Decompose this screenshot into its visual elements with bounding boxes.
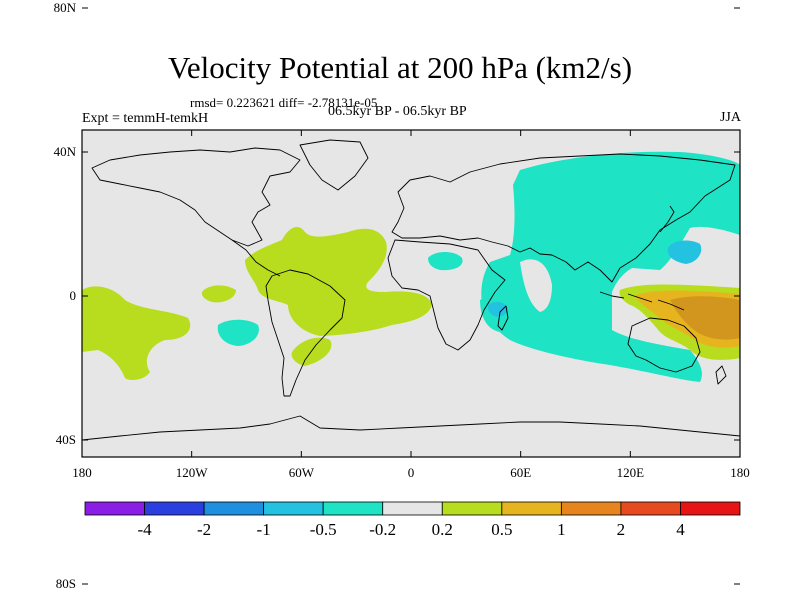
experiment-label: Expt = temmH-temkH bbox=[82, 111, 209, 126]
colorbar-swatch bbox=[322, 501, 384, 516]
central-america-coastline bbox=[231, 239, 281, 277]
map-title: Velocity Potential at 200 hPa (km2/s) bbox=[167, 50, 633, 85]
colorbar-label: -1 bbox=[257, 520, 271, 539]
season-label: JJA bbox=[719, 110, 741, 125]
africa-coastline bbox=[387, 239, 506, 351]
colorbar-label: -2 bbox=[197, 520, 211, 539]
colorbar-swatch bbox=[263, 501, 324, 516]
central-pacific-positive-region bbox=[82, 286, 191, 380]
south-pacific-negative-region bbox=[217, 319, 259, 346]
lon-tick-label: 0 bbox=[408, 465, 415, 480]
atlantic-positive-region bbox=[245, 226, 432, 336]
lat-tick-label: 80N bbox=[54, 0, 77, 15]
colorbar-swatch bbox=[620, 501, 681, 516]
australia-coastline bbox=[627, 317, 701, 373]
japan-coastline bbox=[659, 205, 675, 233]
lat-tick-label: 40N bbox=[54, 144, 77, 159]
asia-indian-negative-region bbox=[481, 151, 740, 382]
indonesia-coastline bbox=[599, 291, 685, 311]
colorbar-label: -4 bbox=[137, 520, 152, 539]
colorbar-label: 1 bbox=[557, 520, 566, 539]
new-zealand-coastline bbox=[715, 365, 727, 385]
south-america-coastline bbox=[265, 269, 346, 397]
eurasia-coastline bbox=[391, 153, 736, 283]
madagascar-negative-core bbox=[487, 301, 508, 317]
lat-tick-label: 40S bbox=[56, 432, 76, 447]
antarctica-coastline bbox=[82, 415, 740, 441]
west-africa-negative-region bbox=[428, 252, 463, 271]
coastlines bbox=[82, 139, 740, 441]
east-pacific-positive-region bbox=[201, 285, 236, 303]
lon-tick-label: 180 bbox=[730, 465, 750, 480]
southwest-pacific-positive-core bbox=[670, 296, 740, 340]
colorbar-label: -0.2 bbox=[369, 520, 396, 539]
stats-label: rmsd= 0.223621 diff= -2.78131e-05 bbox=[190, 95, 378, 110]
arabian-sea-gap bbox=[520, 259, 552, 312]
lon-tick-label: 60E bbox=[510, 465, 531, 480]
negative-core-regions bbox=[487, 240, 702, 317]
colorbar-swatch bbox=[501, 501, 562, 516]
longitude-axis: 180 120W 60W 0 60E 120E 180 bbox=[72, 130, 750, 480]
positive-core-regions bbox=[670, 296, 740, 340]
colorbar-label: 2 bbox=[617, 520, 626, 539]
colorbar-swatch bbox=[441, 501, 503, 516]
colorbar-label: 0.2 bbox=[432, 520, 453, 539]
lat-tick-label: 0 bbox=[70, 288, 77, 303]
colorbar-swatch bbox=[560, 501, 622, 516]
lon-tick-label: 120E bbox=[617, 465, 645, 480]
colorbar: -4 -2 -1 -0.5 -0.2 0.2 0.5 1 2 4 bbox=[84, 501, 741, 539]
greenland-coastline bbox=[299, 139, 369, 191]
latitude-axis: 80N 40N 0 40S 80S bbox=[54, 0, 740, 591]
colorbar-label: 4 bbox=[676, 520, 685, 539]
madagascar-coastline bbox=[497, 305, 509, 331]
colorbar-swatch bbox=[680, 501, 741, 516]
lon-tick-label: 180 bbox=[72, 465, 92, 480]
colorbar-label: 0.5 bbox=[491, 520, 512, 539]
period-label: 06.5kyr BP - 06.5kyr BP bbox=[328, 104, 467, 119]
colorbar-label: -0.5 bbox=[310, 520, 337, 539]
colorbar-swatch bbox=[84, 501, 145, 516]
lon-tick-label: 120W bbox=[176, 465, 209, 480]
colorbar-swatch bbox=[382, 501, 443, 516]
lat-tick-label: 80S bbox=[56, 576, 76, 591]
lon-tick-label: 60W bbox=[289, 465, 315, 480]
north-america-coastline bbox=[91, 147, 301, 247]
colorbar-swatch bbox=[144, 501, 205, 516]
west-pacific-negative-core bbox=[667, 240, 702, 264]
colorbar-swatch bbox=[203, 501, 265, 516]
